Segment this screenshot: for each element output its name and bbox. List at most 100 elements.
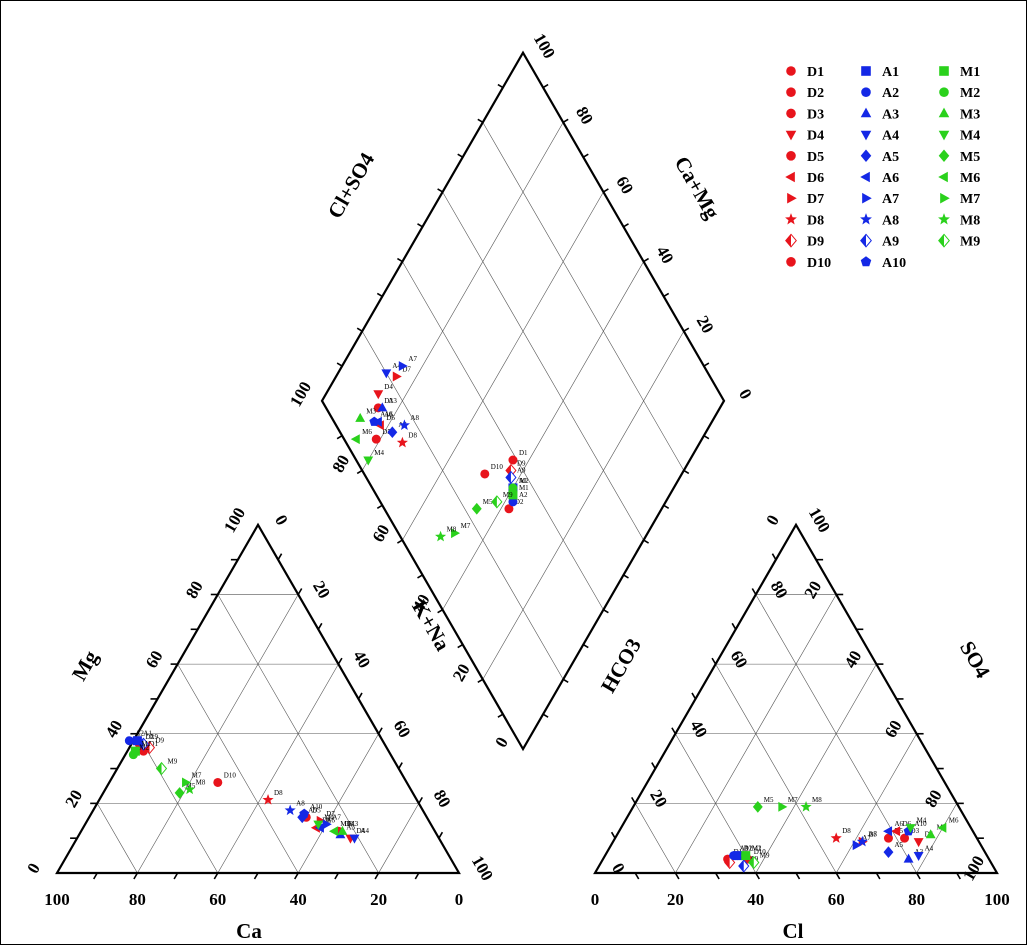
- legend-marker-m4: [938, 130, 950, 141]
- point-label-diamond-m4: M4: [374, 449, 384, 457]
- point-label-diamond-a8: A8: [410, 414, 419, 422]
- axis-title-camg: Ca+Mg: [670, 152, 725, 223]
- legend-label-a7: A7: [882, 192, 899, 207]
- tick-label-hco3: 20: [800, 578, 825, 602]
- point-label-diamond-d2: D2: [515, 498, 524, 506]
- point-label-diamond-d7: D7: [402, 365, 411, 373]
- legend-marker-m6: [938, 171, 948, 183]
- tick-label-ca: 20: [370, 890, 387, 909]
- point-anion-a4: [913, 851, 924, 861]
- legend-label-a9: A9: [882, 235, 899, 250]
- point-label-cation-d5: D5: [312, 806, 321, 814]
- tick-label-so4: 40: [686, 717, 711, 741]
- point-cation-a8: [284, 804, 296, 816]
- tick-marks: [70, 83, 984, 880]
- point-diamond-a4: [381, 369, 392, 379]
- tick-label-so4: 60: [727, 647, 752, 671]
- legend-label-m4: M4: [960, 129, 980, 144]
- tick-label-camg-top: 40: [653, 243, 678, 267]
- point-diamond-m2: [508, 483, 518, 493]
- point-cation-m2: [128, 750, 138, 760]
- plot-frames: [55, 50, 999, 875]
- point-label-diamond-a10: A10: [380, 411, 393, 419]
- point-diamond-a9: [505, 470, 517, 485]
- legend-label-a3: A3: [882, 107, 899, 122]
- legend-label-m7: M7: [960, 192, 980, 207]
- tick-label-ca: 60: [209, 890, 226, 909]
- legend-marker-m7: [940, 192, 950, 204]
- tick-label-kna: 100: [468, 852, 497, 884]
- legend-marker-a10: [860, 256, 872, 267]
- axis-title-hco3: HCO3: [596, 634, 646, 697]
- tick-label-mg: 100: [220, 504, 249, 536]
- point-label-cation-a6: A6: [326, 817, 335, 825]
- point-label-diamond-d6: D6: [386, 414, 395, 422]
- legend-label-m3: M3: [960, 107, 980, 122]
- point-anion-m4: [905, 824, 916, 834]
- point-label-diamond-m3: M3: [366, 407, 376, 415]
- tick-label-so4: 100: [805, 504, 834, 536]
- point-diamond-m5: [471, 502, 482, 515]
- point-diamond-a3: [377, 402, 388, 412]
- point-label-cation-d7: D7: [326, 810, 335, 818]
- point-label-diamond-d9: D9: [517, 459, 526, 467]
- point-anion-d6: [891, 826, 901, 837]
- tick-label-clso4: 80: [328, 452, 353, 476]
- legend-label-a5: A5: [882, 150, 899, 165]
- point-label-cation-a2: A2: [135, 730, 144, 738]
- point-label-cation-a3: A3: [346, 824, 355, 832]
- point-cation-d8: [262, 794, 274, 805]
- point-label-anion-m4: M4: [917, 817, 927, 825]
- tick-label-mg: 60: [142, 647, 167, 671]
- point-anion-a5: [883, 846, 894, 858]
- point-anion-d8: [830, 832, 842, 843]
- legend-label-d1: D1: [807, 65, 824, 80]
- point-label-anion-a5: A5: [894, 841, 903, 849]
- point-label-anion-m2: M2: [752, 845, 762, 853]
- tick-label-clso4: 60: [369, 521, 394, 545]
- legend-label-a4: A4: [882, 129, 899, 144]
- point-anion-m7: [778, 801, 788, 812]
- point-anion-m3: [925, 829, 936, 839]
- point-label-cation-a5: A5: [308, 806, 317, 814]
- axis-title-kna: K+Na: [407, 596, 455, 655]
- legend-marker-d9: [785, 233, 797, 248]
- axis-title-ca: Ca: [236, 919, 262, 943]
- tick-label-cl: 0: [591, 890, 600, 909]
- point-anion-m2: [741, 851, 751, 861]
- point-label-cation-m4: M4: [324, 813, 334, 821]
- tick-label-cl: 20: [667, 890, 684, 909]
- legend-label-m2: M2: [960, 86, 980, 101]
- point-label-diamond-m7: M7: [461, 522, 471, 530]
- point-label-cation-m6: M6: [340, 820, 350, 828]
- legend-label-d2: D2: [807, 86, 824, 101]
- legend-marker-d8: [785, 213, 797, 225]
- point-cation-a7: [322, 819, 332, 830]
- point-label-anion-m5: M5: [764, 796, 774, 804]
- tick-label-ca: 100: [44, 890, 70, 909]
- legend-marker-a6: [860, 171, 870, 183]
- point-label-anion-d7: D7: [868, 831, 877, 839]
- point-cation-a1: [132, 736, 142, 746]
- tick-label-camg-top: 100: [530, 30, 559, 62]
- tick-label-kna: 80: [430, 786, 455, 810]
- point-cation-m9: [155, 761, 168, 776]
- point-label-anion-m1: M1: [752, 845, 762, 853]
- point-label-anion-a4: A4: [925, 845, 934, 853]
- point-cation-m5: [174, 787, 185, 799]
- tick-label-hco3: 0: [762, 512, 783, 529]
- legend-marker-a9: [860, 233, 872, 248]
- point-diamond-d8: [396, 436, 408, 448]
- legend-label-d10: D10: [807, 256, 831, 271]
- legend-marker-d3: [786, 108, 796, 119]
- point-anion-a6: [883, 826, 893, 837]
- point-label-anion-d8: D8: [842, 827, 851, 835]
- point-diamond-m6: [350, 434, 360, 445]
- tick-label-ca: 40: [290, 890, 307, 909]
- data-points: D1D1D1D2D2D2D3D3D3D4D4D4D5D5D5D6D6D6D7D7…: [124, 355, 959, 873]
- point-label-cation-m7: M7: [192, 771, 202, 779]
- point-diamond-a5: [387, 426, 398, 439]
- legend-marker-a7: [862, 192, 872, 204]
- legend-marker-d1: [786, 66, 796, 76]
- tick-label-mg: 20: [61, 786, 86, 810]
